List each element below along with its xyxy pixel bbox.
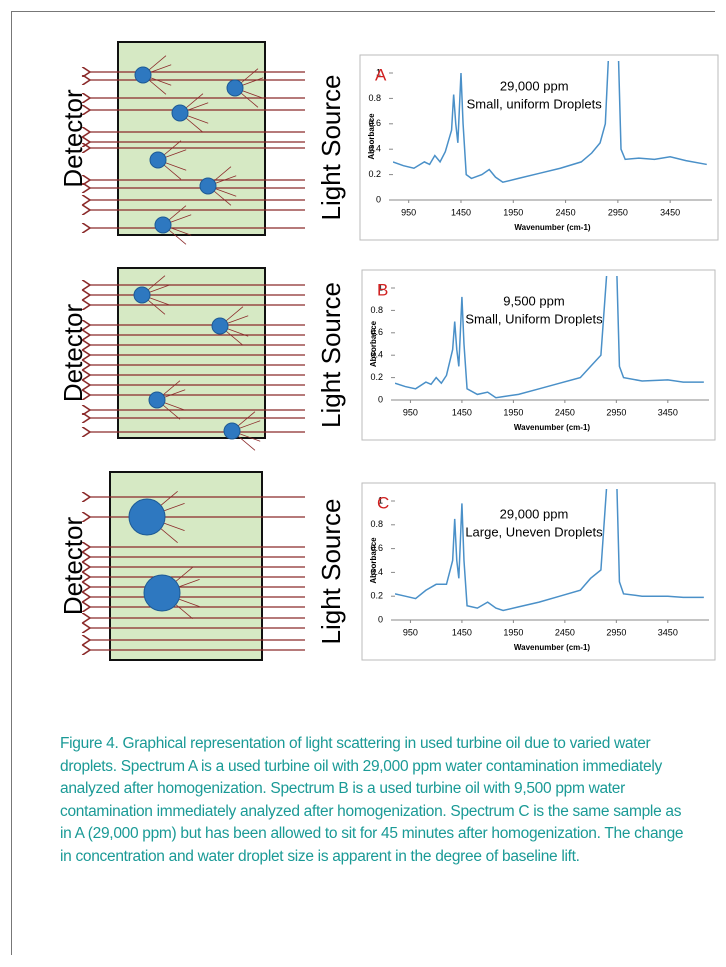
y-tick-label: 0.6: [368, 118, 381, 128]
annotation: 29,000 ppm: [500, 506, 569, 521]
y-axis-label: Absorbance: [369, 320, 378, 367]
chart-box: [361, 482, 716, 661]
y-tick-label: 0.2: [368, 169, 381, 179]
x-tick-label: 1950: [503, 407, 523, 417]
x-tick-label: 2950: [606, 627, 626, 637]
spectrum-line: [395, 489, 704, 612]
x-tick-label: 950: [403, 407, 418, 417]
light-source-label: Light Source: [316, 75, 346, 221]
spectrum-line: [393, 61, 707, 184]
panel-letter: B: [377, 280, 388, 299]
droplet: [134, 66, 152, 84]
y-tick-label: 0.6: [370, 327, 383, 337]
frame: [11, 11, 715, 955]
caption: Figure 4. Graphical representation of li…: [60, 735, 684, 865]
y-tick-label: 0.6: [370, 543, 383, 553]
droplet: [226, 79, 244, 97]
light-source-label: Light Source: [316, 282, 346, 428]
droplet: [149, 151, 167, 169]
x-tick-label: 3450: [660, 207, 680, 217]
x-axis-label: Wavenumber (cm-1): [514, 423, 591, 432]
y-tick-label: 0.8: [370, 519, 383, 529]
y-tick-label: 0.2: [370, 591, 383, 601]
droplet: [223, 422, 241, 440]
droplet: [133, 286, 151, 304]
annotation: Small, uniform Droplets: [467, 96, 603, 111]
x-tick-label: 2950: [608, 207, 628, 217]
x-tick-label: 3450: [658, 627, 678, 637]
droplet: [199, 177, 217, 195]
y-tick-label: 0.8: [368, 93, 381, 103]
x-tick-label: 1450: [451, 207, 471, 217]
x-tick-label: 950: [403, 627, 418, 637]
x-tick-label: 1450: [452, 407, 472, 417]
y-axis-label: Absorbance: [367, 113, 376, 160]
annotation: 29,000 ppm: [500, 78, 569, 93]
detector-label: Detector: [58, 304, 88, 403]
spectrum-line: [395, 276, 704, 399]
y-tick-label: 0.2: [370, 372, 383, 382]
droplet: [128, 498, 166, 536]
x-tick-label: 1950: [503, 207, 523, 217]
y-tick-label: 1: [378, 495, 383, 505]
x-tick-label: 2450: [555, 407, 575, 417]
y-tick-label: 0: [376, 194, 381, 204]
detector-label: Detector: [58, 89, 88, 188]
detector-label: Detector: [58, 517, 88, 616]
panel-letter: C: [377, 493, 389, 512]
x-tick-label: 1950: [503, 627, 523, 637]
y-tick-label: 0.4: [370, 567, 383, 577]
droplet: [154, 216, 172, 234]
x-tick-label: 950: [401, 207, 416, 217]
x-tick-label: 2950: [606, 407, 626, 417]
x-tick-label: 3450: [658, 407, 678, 417]
y-tick-label: 0.4: [368, 144, 381, 154]
y-tick-label: 1: [376, 67, 381, 77]
annotation: Large, Uneven Droplets: [465, 524, 603, 539]
light-source-label: Light Source: [316, 499, 346, 645]
x-axis-label: Wavenumber (cm-1): [514, 223, 591, 232]
x-axis-label: Wavenumber (cm-1): [514, 643, 591, 652]
y-tick-label: 0.8: [370, 305, 383, 315]
droplet: [171, 104, 189, 122]
droplet: [211, 317, 229, 335]
chart-box: [359, 54, 719, 241]
droplet: [148, 391, 166, 409]
y-axis-label: Absorbance: [369, 537, 378, 584]
x-tick-label: 2450: [556, 207, 576, 217]
chart-box: [361, 269, 716, 441]
x-tick-label: 2450: [555, 627, 575, 637]
droplet: [143, 574, 181, 612]
y-tick-label: 0.4: [370, 350, 383, 360]
y-tick-label: 0: [378, 614, 383, 624]
y-tick-label: 1: [378, 282, 383, 292]
y-tick-label: 0: [378, 394, 383, 404]
annotation: 9,500 ppm: [503, 293, 564, 308]
panel-letter: A: [375, 65, 387, 84]
sample-box: [109, 471, 263, 661]
x-tick-label: 1450: [452, 627, 472, 637]
annotation: Small, Uniform Droplets: [465, 311, 603, 326]
